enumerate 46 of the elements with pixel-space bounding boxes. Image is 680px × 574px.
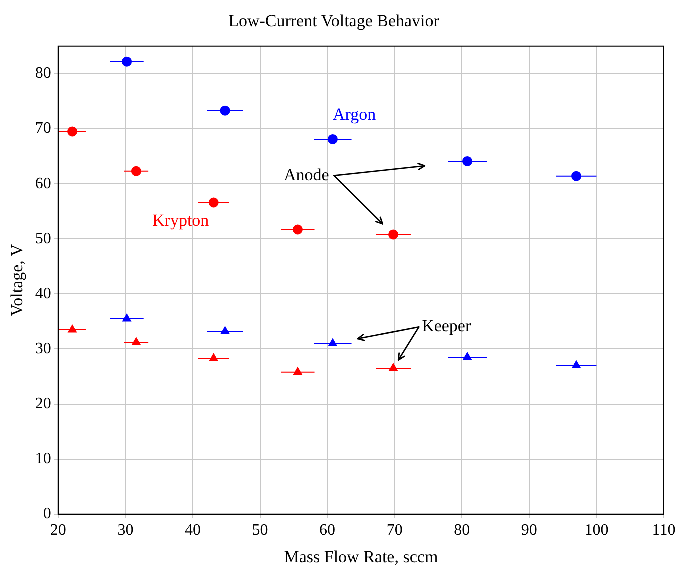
chart-title: Low-Current Voltage Behavior: [228, 12, 440, 31]
point: [294, 367, 302, 376]
x-tick-label: 30: [118, 522, 134, 540]
x-tick-label: 90: [521, 522, 538, 540]
x-tick-label: 110: [652, 522, 676, 540]
y-tick-label: 0: [43, 506, 52, 523]
y-tick-label: 70: [35, 120, 52, 138]
point: [132, 338, 141, 346]
point: [328, 134, 338, 144]
point: [209, 354, 218, 362]
point: [572, 360, 581, 368]
y-tick-label: 80: [35, 65, 52, 82]
x-tick-label: 70: [386, 522, 403, 540]
point: [462, 156, 473, 166]
x-axis-title: Mass Flow Rate, sccm: [284, 547, 438, 566]
x-tick-label: 20: [50, 522, 66, 540]
point: [292, 224, 303, 235]
point: [328, 338, 338, 346]
y-tick-label: 50: [35, 230, 52, 248]
x-tick-label: 40: [184, 522, 201, 540]
y-tick-label: 20: [35, 395, 52, 412]
x-tick-label: 60: [320, 522, 336, 540]
point: [68, 324, 77, 333]
point: [388, 230, 398, 240]
x-tick-label: 100: [584, 522, 609, 540]
y-tick-label: 60: [35, 175, 52, 192]
point: [220, 326, 230, 334]
point: [122, 314, 132, 322]
x-tick-label: 50: [252, 522, 268, 540]
annotation: Keeper: [422, 316, 472, 336]
y-tick-label: 30: [35, 340, 52, 358]
annotation: Anode: [284, 165, 330, 184]
series-label: Argon: [332, 104, 377, 124]
point: [463, 352, 472, 360]
point: [220, 106, 230, 116]
point: [208, 198, 219, 208]
y-tick-label: 40: [35, 285, 52, 302]
point: [122, 56, 132, 67]
point: [389, 363, 398, 372]
y-axis-title: Voltage, V: [8, 244, 27, 316]
series-label: Krypton: [152, 211, 210, 230]
point: [572, 171, 582, 182]
point: [131, 166, 142, 176]
x-tick-label: 80: [454, 522, 470, 540]
point: [68, 126, 78, 137]
y-tick-label: 10: [35, 450, 52, 468]
